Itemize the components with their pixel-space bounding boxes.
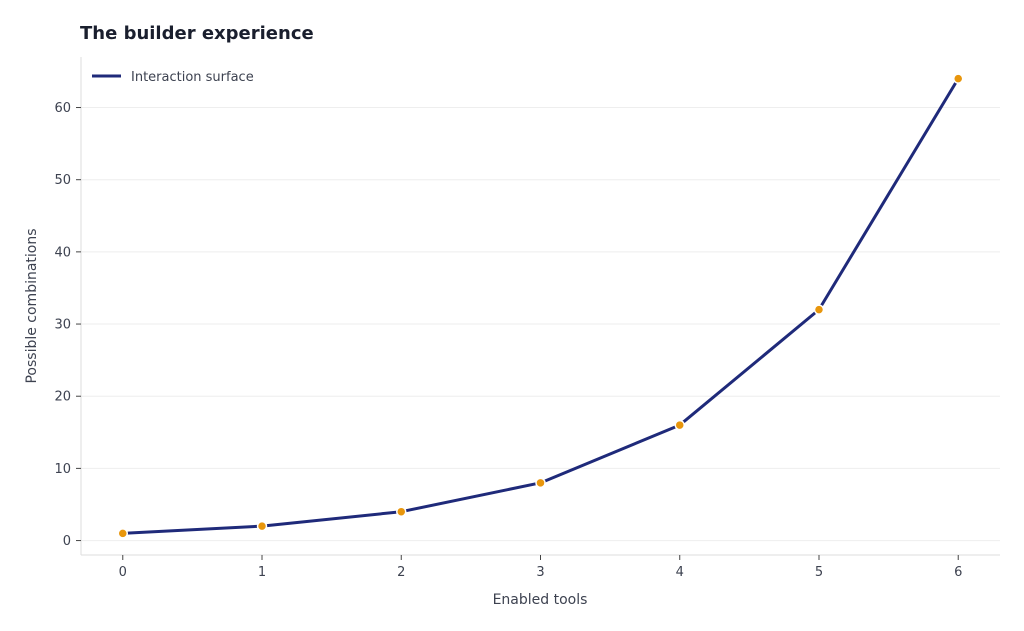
y-tick-label: 10 [54, 462, 71, 477]
chart-title: The builder experience [80, 23, 314, 44]
grid-lines [81, 107, 1000, 542]
data-point-x4 [674, 419, 685, 431]
x-axis-label: Enabled tools [493, 592, 588, 608]
x-tick-label: 1 [258, 565, 266, 580]
data-point-x0 [117, 528, 129, 539]
y-tick-label: 60 [54, 101, 71, 116]
x-tick-label: 0 [119, 565, 127, 580]
y-tick-label: 40 [54, 245, 71, 260]
x-tick-label: 2 [397, 565, 405, 580]
data-point-x5 [813, 304, 825, 315]
x-tick-label: 6 [954, 565, 962, 580]
legend: Interaction surface [92, 70, 254, 85]
x-tick-label: 3 [536, 565, 544, 580]
y-tick-label: 50 [54, 173, 71, 188]
series-layer [117, 73, 964, 539]
data-point-x6 [952, 73, 964, 84]
series-line-0 [121, 77, 960, 535]
y-tick-label: 30 [54, 318, 71, 333]
data-point-x3 [535, 477, 546, 489]
x-tick-label: 4 [676, 565, 684, 580]
y-tick-label: 0 [63, 534, 71, 549]
x-tick-label: 5 [815, 565, 823, 580]
data-point-x1 [256, 520, 268, 532]
y-axis-label: Possible combinations [24, 228, 40, 383]
data-point-x2 [396, 506, 407, 517]
axis-ticks: 0 10 20 30 40 50 60 0 1 2 3 4 5 6 [54, 101, 962, 580]
legend-label: Interaction surface [131, 70, 254, 85]
y-tick-label: 20 [54, 390, 71, 405]
